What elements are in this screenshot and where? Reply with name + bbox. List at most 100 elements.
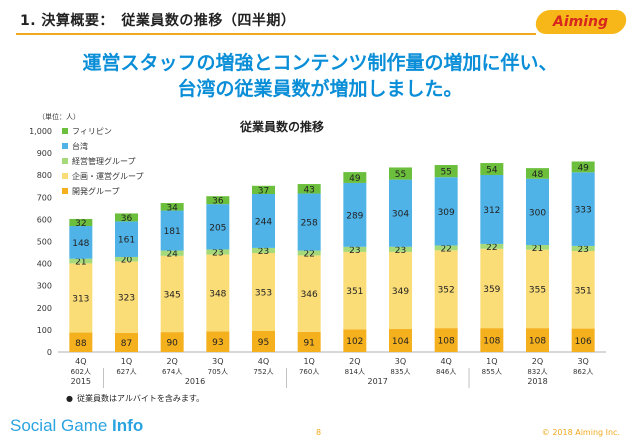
bar-segment — [571, 172, 595, 246]
legend-swatch — [62, 188, 68, 194]
bar-segment — [526, 168, 549, 179]
bar-segment — [160, 255, 184, 333]
headline-line-2: 台湾の従業員数が増加しました。 — [177, 78, 463, 100]
data-label: 108 — [529, 337, 546, 347]
total-label: 862人 — [573, 368, 593, 376]
bar-segment — [252, 331, 275, 352]
data-label: 313 — [72, 294, 89, 304]
data-label: 349 — [392, 287, 409, 297]
data-label: 21 — [75, 258, 86, 268]
page-number: 8 — [316, 428, 322, 437]
bar-segment — [297, 184, 321, 194]
bar-segment — [571, 251, 595, 329]
data-label: 351 — [575, 286, 592, 296]
x-tick-label: 4Q — [75, 357, 86, 366]
y-tick-label: 1,000 — [29, 127, 52, 136]
data-label: 148 — [72, 239, 89, 249]
total-label: 846人 — [436, 368, 456, 376]
y-tick-label: 500 — [37, 238, 52, 247]
bar-segment — [480, 163, 504, 175]
data-label: 352 — [438, 286, 455, 296]
total-label: 760人 — [299, 368, 319, 376]
bar-segment — [343, 329, 367, 352]
bar-segment — [343, 182, 367, 247]
data-label: 345 — [164, 290, 181, 300]
data-label: 355 — [529, 285, 546, 295]
data-label: 22 — [303, 249, 314, 259]
watermark-bold: Info — [112, 416, 144, 435]
legend-swatch — [62, 128, 68, 134]
header-bar: 1. 決算概要： 従業員数の推移（四半期） Aiming — [0, 0, 640, 40]
bar-segment — [69, 263, 93, 333]
data-label: 312 — [483, 206, 500, 216]
copyright: © 2018 Aiming Inc. — [541, 428, 620, 437]
unit-label: （単位：人） — [38, 113, 80, 121]
data-label: 348 — [209, 289, 226, 299]
data-label: 106 — [575, 337, 592, 347]
year-label: 2018 — [527, 377, 547, 386]
bar-segment — [389, 329, 412, 352]
bar-segment — [571, 245, 595, 252]
bar-segment — [252, 185, 275, 194]
y-tick-label: 900 — [37, 149, 52, 158]
data-label: 87 — [121, 339, 132, 349]
data-label: 21 — [532, 244, 543, 254]
legend-label: フィリピン — [72, 127, 112, 136]
bar-segment — [206, 331, 230, 352]
bar-segment — [343, 172, 367, 183]
data-label: 49 — [349, 174, 361, 184]
bar-segment — [206, 249, 230, 255]
chart-title: 従業員数の推移 — [240, 120, 325, 134]
y-tick-label: 600 — [37, 215, 52, 224]
data-label: 104 — [392, 337, 409, 347]
year-label: 2017 — [367, 377, 387, 386]
data-label: 36 — [212, 197, 224, 207]
data-label: 244 — [255, 217, 272, 227]
data-label: 289 — [346, 211, 363, 221]
bar-segment — [69, 218, 93, 227]
bar-segment — [297, 331, 321, 352]
x-tick-label: 1Q — [121, 357, 132, 366]
section-title: 1. 決算概要： 従業員数の推移（四半期） — [20, 13, 296, 29]
data-label: 20 — [121, 256, 133, 266]
y-tick-label: 0 — [47, 348, 52, 357]
data-label: 258 — [301, 219, 318, 229]
data-label: 23 — [258, 247, 269, 257]
header-rule — [16, 33, 536, 35]
legend-label: 開発グループ — [72, 186, 120, 196]
data-label: 161 — [118, 236, 135, 246]
data-label: 93 — [212, 338, 223, 348]
total-label: 814人 — [345, 368, 365, 376]
total-label: 705人 — [208, 368, 228, 376]
data-label: 49 — [577, 163, 589, 173]
data-label: 353 — [255, 288, 272, 298]
bar-segment — [434, 165, 458, 178]
x-tick-label: 3Q — [395, 357, 406, 366]
footnote-text: 従業員数はアルバイトを含みます。 — [76, 394, 205, 403]
bar-segment — [343, 251, 367, 330]
data-label: 346 — [301, 290, 318, 300]
bar-segment — [389, 179, 412, 247]
x-tick-label: 1Q — [486, 357, 497, 366]
bar-segment — [389, 246, 412, 252]
data-label: 23 — [349, 246, 360, 256]
data-label: 88 — [75, 339, 87, 349]
bar-segment — [571, 328, 595, 352]
data-label: 22 — [486, 243, 497, 253]
legend-swatch — [62, 173, 68, 179]
bar-segment — [526, 328, 549, 352]
bar-segment — [434, 245, 458, 251]
bar-segment — [480, 328, 504, 352]
total-label: 674人 — [162, 368, 182, 376]
bar-segment — [480, 174, 504, 244]
bar-segment — [297, 255, 321, 332]
data-label: 304 — [392, 210, 409, 220]
bar-segment — [115, 261, 138, 333]
data-label: 359 — [483, 285, 500, 295]
bar-segment — [160, 250, 184, 256]
x-tick-label: 2Q — [349, 357, 360, 366]
data-label: 23 — [577, 245, 588, 255]
data-label: 300 — [529, 208, 546, 218]
watermark-light: Social Game — [10, 416, 113, 435]
